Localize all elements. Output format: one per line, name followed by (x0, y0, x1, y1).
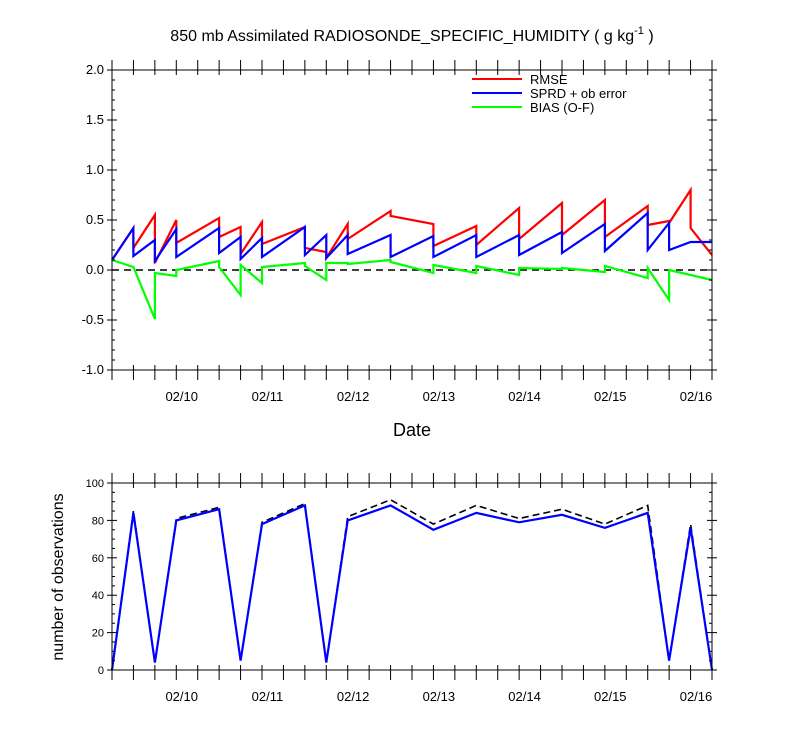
top-y-tick-label: 0.0 (86, 262, 104, 277)
legend-label: BIAS (O-F) (530, 100, 594, 115)
top-x-axis-label: Date (393, 420, 431, 440)
bottom-y-axis-label: number of observations (50, 493, 67, 660)
bottom-series-group (110, 498, 714, 671)
top-x-tick-label: 02/11 (252, 389, 284, 404)
bot-y-tick-label: 80 (92, 515, 104, 527)
chart-title: 850 mb Assimilated RADIOSONDE_SPECIFIC_H… (170, 25, 653, 45)
bottom-x-axis: 02/10 02/11 02/12 02/13 02/14 02/15 02/16 (111, 473, 713, 704)
chart-title-main: 850 mb Assimilated RADIOSONDE_SPECIFIC_H… (170, 28, 634, 45)
chart-title-unit-exponent: -1 (634, 25, 644, 37)
top-plot-panel: -1.0-0.50.00.51.01.52.0 02/10 02/11 02/12 0… (82, 60, 717, 404)
top-y-tick-label: 1.0 (86, 162, 104, 177)
top-y-tick-label: -0.5 (82, 312, 104, 327)
bot-x-tick-label: 02/12 (337, 689, 370, 704)
top-x-tick-label: 02/13 (423, 389, 456, 404)
bottom-y-axis: 0 20 40 60 80 100 (86, 478, 717, 677)
top-x-tick-label: 02/15 (594, 389, 627, 404)
bot-y-tick-label: 40 (92, 590, 104, 602)
bot-y-tick-label: 60 (92, 553, 104, 565)
bot-y-tick-label: 20 (92, 628, 104, 640)
top-y-axis: -1.0 -0.5 0.0 0.5 1.0 1.5 2.0 (82, 62, 717, 377)
top-x-tick-label: 02/16 (680, 389, 713, 404)
bot-x-tick-label: 02/13 (423, 689, 456, 704)
bot-x-tick-label: 02/15 (594, 689, 627, 704)
top-series-line-bias-o-f (111, 258, 713, 320)
top-x-tick-label: 02/10 (165, 389, 198, 404)
bot-series-line-series-1 (110, 503, 714, 671)
top-x-tick-label: 02/14 (508, 389, 541, 404)
bot-y-tick-label: 100 (86, 478, 104, 490)
top-y-tick-label: -1.0 (82, 362, 104, 377)
top-y-tick-label: 1.5 (86, 112, 104, 127)
bot-x-tick-label: 02/10 (165, 689, 198, 704)
chart-title-close: ) (644, 28, 654, 45)
bot-y-tick-label: 0 (98, 665, 104, 677)
bot-x-tick-label: 02/16 (680, 689, 713, 704)
top-y-tick-label: 0.5 (86, 212, 104, 227)
bot-series-line-series-0 (111, 498, 713, 671)
top-series-group (111, 186, 713, 320)
legend-label: RMSE (530, 72, 568, 87)
legend-label: SPRD + ob error (530, 86, 627, 101)
top-x-axis: 02/10 02/11 02/12 02/13 02/14 02/15 02/16 (111, 60, 713, 404)
top-x-tick-label: 02/12 (337, 389, 370, 404)
bot-x-tick-label: 02/11 (252, 689, 284, 704)
bot-x-tick-label: 02/14 (508, 689, 541, 704)
top-series-line-rmse (111, 186, 713, 264)
top-series-line-sprd-ob-error (111, 210, 712, 265)
top-y-tick-label: 2.0 (86, 62, 104, 77)
